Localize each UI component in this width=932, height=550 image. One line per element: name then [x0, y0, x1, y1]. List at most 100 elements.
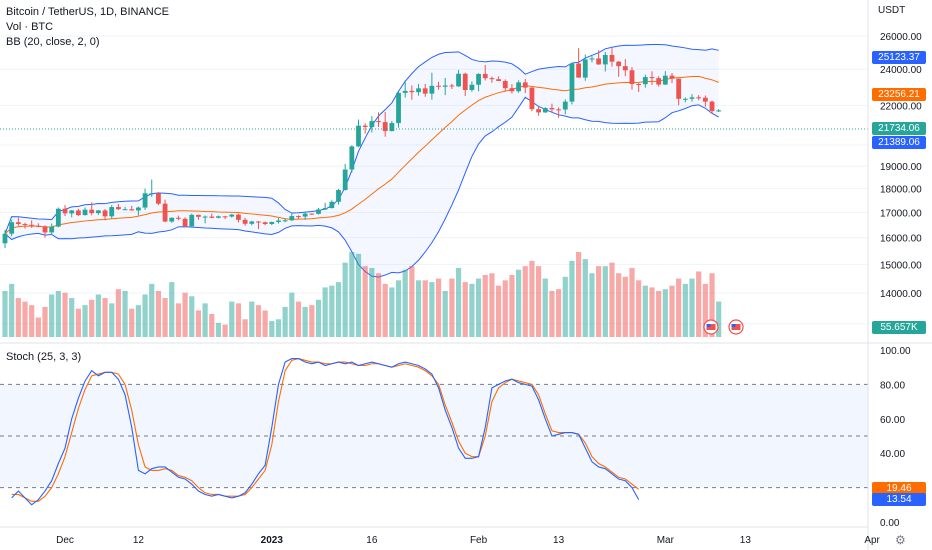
time-tick-label: 16 — [366, 535, 378, 546]
price-axis[interactable]: 26000.0024000.0022000.0020000.0019000.00… — [880, 32, 922, 331]
volume-bar — [235, 303, 242, 337]
bb-lower-tag: 21389.06 — [872, 136, 926, 149]
time-tick-label: Mar — [657, 535, 675, 546]
candle-body — [349, 146, 355, 170]
volume-bar — [109, 303, 115, 337]
volume-bar — [716, 301, 722, 337]
candle-body — [642, 77, 648, 85]
stoch-legend[interactable]: Stoch (25, 3, 3) — [6, 351, 82, 363]
candle-body — [702, 97, 708, 102]
stoch-tick-label: 40.00 — [880, 449, 905, 460]
volume-bar — [536, 266, 542, 337]
candle-body — [9, 222, 15, 234]
volume-bar — [489, 273, 495, 337]
volume-bar — [676, 278, 682, 337]
candle-body — [262, 222, 268, 225]
candle-body — [182, 218, 188, 227]
candle-body — [249, 221, 255, 224]
volume-bar — [482, 275, 488, 337]
volume-bar — [415, 280, 422, 337]
candle-body — [322, 208, 328, 210]
volume-bar — [155, 290, 162, 337]
stoch-tick-label: 60.00 — [880, 415, 905, 426]
stoch-tick-label: 100.00 — [880, 346, 911, 357]
time-tick-label: 13 — [740, 535, 752, 546]
candle-body — [416, 88, 421, 93]
candle-body — [189, 214, 195, 227]
candle-body — [22, 224, 28, 226]
symbol-legend[interactable]: Bitcoin / TetherUS, 1D, BINANCE — [6, 6, 170, 18]
bb-fill — [5, 44, 719, 278]
candle-body — [342, 169, 348, 191]
stoch-tick-label: 80.00 — [880, 380, 905, 391]
volume-bar — [142, 294, 148, 337]
event-flags[interactable] — [703, 319, 744, 335]
price-tick-label: 16000.00 — [880, 234, 922, 245]
stoch-d-line — [11, 358, 639, 502]
stoch-d-tag: 19.46 — [872, 482, 926, 495]
volume-bar — [629, 267, 635, 337]
time-tick-label: 2023 — [261, 535, 284, 546]
time-axis[interactable]: Dec 12 2023 16 Feb 13 Mar 13 Apr — [56, 535, 880, 546]
candle-body — [316, 209, 321, 214]
volume-bar — [529, 260, 535, 337]
candle-body — [162, 203, 168, 222]
flag-icon-stripe — [706, 324, 716, 330]
price-tick-label: 26000.00 — [880, 32, 922, 43]
candle-body — [229, 214, 235, 217]
candle-body — [609, 54, 615, 62]
candle-body — [709, 101, 715, 112]
volume-bar — [329, 285, 335, 337]
volume-bar — [702, 283, 708, 337]
volume-bar — [402, 269, 408, 337]
volume-bar — [249, 301, 255, 337]
candle-body — [542, 108, 548, 113]
candle-body — [269, 222, 275, 225]
candle-body — [242, 219, 248, 224]
last-price-tag: 21734.06 — [872, 122, 926, 135]
candle-body — [75, 210, 81, 216]
volume-bar — [429, 282, 435, 337]
candle-body — [62, 208, 68, 214]
stoch-k-line — [11, 358, 640, 506]
bb-upper-tag: 25123.37 — [872, 51, 926, 64]
candle-body — [95, 210, 101, 214]
volume-bar — [255, 305, 262, 337]
volume-bar — [35, 317, 41, 337]
volume-bar — [656, 290, 662, 337]
volume-bar — [602, 266, 608, 337]
candle-body — [329, 201, 335, 209]
volume-bar — [289, 292, 295, 337]
volume-bar — [342, 262, 348, 337]
gear-icon[interactable]: ⚙ — [895, 533, 906, 547]
volume-bar — [322, 287, 328, 337]
candle-body — [376, 121, 381, 123]
price-tick-label: 19000.00 — [880, 162, 922, 173]
candle-body — [556, 109, 562, 111]
volume-bar — [215, 322, 222, 337]
volume-bar — [209, 313, 215, 337]
volume-bar — [609, 262, 615, 337]
candle-body — [82, 209, 88, 216]
candle-body — [149, 193, 155, 195]
candle-body — [356, 125, 361, 147]
volume-bar — [162, 298, 168, 337]
volume-legend[interactable]: Vol · BTC — [6, 21, 54, 33]
volume-bar — [576, 252, 582, 337]
volume-bars — [2, 252, 722, 337]
volume-bar — [522, 266, 528, 337]
volume-bar — [29, 305, 35, 337]
volume-bar — [229, 301, 235, 337]
volume-bar — [282, 306, 288, 337]
candle-body — [689, 97, 695, 99]
candle-body — [296, 216, 301, 218]
candle-body — [716, 110, 722, 112]
candle-body — [509, 88, 515, 92]
candle-body — [682, 98, 688, 100]
candlesticks — [2, 48, 722, 249]
candle-body — [422, 88, 428, 94]
bb-legend[interactable]: BB (20, close, 2, 0) — [6, 36, 100, 48]
volume-bar — [295, 301, 302, 337]
candle-body — [596, 58, 602, 65]
